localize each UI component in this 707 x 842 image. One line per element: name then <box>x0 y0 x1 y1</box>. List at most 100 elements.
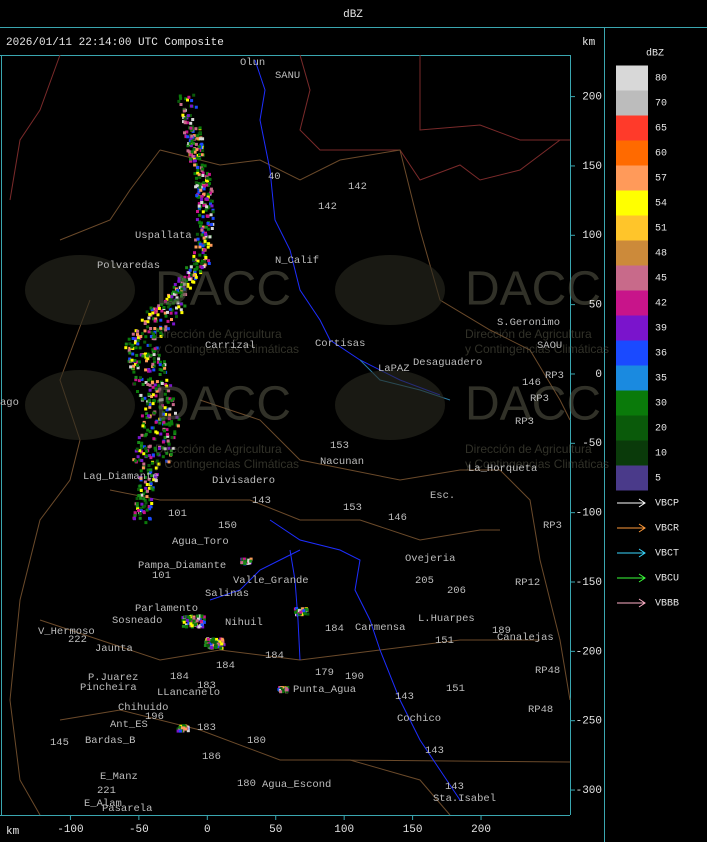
radar-echo <box>151 385 155 389</box>
radar-echo <box>205 183 209 187</box>
radar-echo <box>188 273 192 277</box>
place-name: Ant_ES <box>110 719 148 731</box>
radar-echo <box>153 446 157 450</box>
place-name: Agua_Escond <box>262 779 331 791</box>
place-name: Punta_Agua <box>293 684 356 696</box>
radar-echo <box>194 105 198 109</box>
x-tick-label: 0 <box>204 824 211 836</box>
radar-echo <box>202 620 206 624</box>
radar-echo <box>134 346 138 350</box>
radar-echo <box>193 251 196 255</box>
radar-echo <box>151 365 155 368</box>
radar-echo <box>279 687 283 691</box>
radar-echo <box>152 335 156 339</box>
radar-echo <box>249 557 253 561</box>
radar-echo <box>147 477 151 481</box>
radar-echo <box>211 642 215 646</box>
radar-echo <box>195 232 199 236</box>
radar-echo <box>139 469 143 473</box>
legend-title: dBZ <box>646 48 664 60</box>
radar-echo <box>206 227 210 231</box>
radar-echo <box>299 610 303 614</box>
radar-echo <box>135 447 139 451</box>
radar-echo <box>157 307 161 310</box>
radar-echo <box>140 433 144 437</box>
radar-echo <box>172 290 176 294</box>
radar-echo <box>197 625 201 629</box>
place-name: Valle_Grande <box>233 575 309 587</box>
radar-echo <box>199 224 202 228</box>
radar-echo <box>189 126 193 130</box>
radar-echo <box>158 373 162 376</box>
radar-echo <box>219 646 223 650</box>
radar-echo <box>170 420 173 424</box>
radar-echo <box>135 364 139 368</box>
place-name: 180 <box>237 778 256 790</box>
radar-echo <box>199 624 202 628</box>
radar-echo <box>191 155 195 159</box>
radar-echo <box>144 446 148 450</box>
radar-echo <box>156 452 160 456</box>
radar-echo <box>218 639 222 643</box>
radar-echo <box>127 349 131 353</box>
radar-echo <box>160 368 164 372</box>
radar-echo <box>133 517 136 521</box>
boundaries <box>9 54 571 816</box>
place-name: Pampa_Diamante <box>138 560 226 572</box>
y-tick-label: -100 <box>576 508 602 520</box>
place-name: N_Calif <box>275 255 319 267</box>
place-name: Salinas <box>205 588 249 600</box>
radar-echo <box>138 512 142 516</box>
radar-echo <box>128 357 132 361</box>
radar-echo <box>141 466 145 470</box>
radar-echo <box>136 366 140 370</box>
radar-echo <box>194 127 198 131</box>
radar-echo <box>192 280 196 284</box>
radar-echo <box>198 137 202 141</box>
radar-echo <box>143 504 147 508</box>
radar-echo <box>195 619 199 623</box>
radar-echo <box>152 437 156 441</box>
radar-echo <box>144 521 148 525</box>
radar-echo <box>200 228 204 232</box>
radar-echo <box>302 609 306 613</box>
radar-echo <box>207 242 211 246</box>
radar-echo <box>172 322 176 326</box>
radar-echo <box>144 501 148 505</box>
radar-echo <box>186 144 190 148</box>
radar-echo <box>194 245 198 249</box>
radar-echo <box>180 283 183 287</box>
radar-echo <box>191 621 195 625</box>
radar-echo <box>181 616 185 620</box>
radar-echo <box>149 335 153 338</box>
place-name: RP48 <box>535 665 560 677</box>
radar-echo <box>181 293 185 296</box>
legend-swatch <box>616 90 648 116</box>
radar-echo <box>208 182 211 186</box>
radar-echo <box>158 398 162 402</box>
radar-echo <box>134 339 138 343</box>
legend-label: 42 <box>655 299 667 310</box>
radar-echo <box>155 459 159 463</box>
radar-echo <box>169 449 173 453</box>
legend-label: 70 <box>655 99 667 110</box>
radar-echo <box>159 335 163 338</box>
radar-echo <box>145 412 149 416</box>
radar-echo <box>193 172 197 176</box>
watermark-text: DACC <box>155 378 291 431</box>
radar-echo <box>157 384 161 388</box>
radar-echo <box>187 276 191 279</box>
legend-swatch <box>616 365 648 391</box>
radar-echo <box>149 505 153 509</box>
radar-echo <box>196 210 199 213</box>
radar-echo <box>131 347 135 350</box>
radar-echo <box>186 284 190 288</box>
radar-echo <box>161 404 164 408</box>
radar-echo <box>134 337 138 341</box>
radar-echo <box>154 448 158 452</box>
radar-echo <box>209 243 213 247</box>
radar-echo <box>205 176 209 180</box>
legend-label: 80 <box>655 74 667 85</box>
place-name: Polvaredas <box>97 260 160 272</box>
